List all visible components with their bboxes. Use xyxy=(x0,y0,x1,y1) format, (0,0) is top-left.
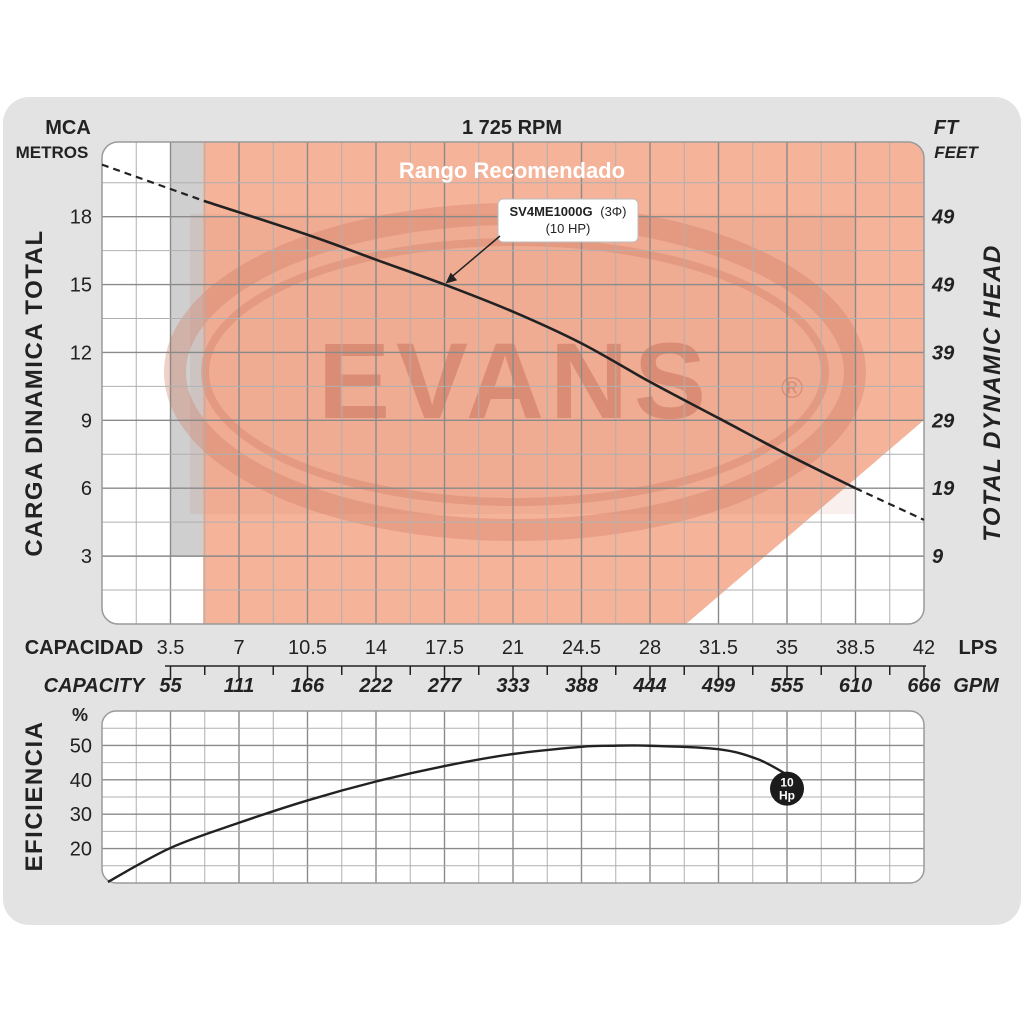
x-tick-label-lps: 31.5 xyxy=(699,637,738,659)
x-unit-bottom: GPM xyxy=(953,675,1000,697)
efficiency-tick-label: 50 xyxy=(70,735,92,757)
end-marker-line1: 10 xyxy=(780,776,794,790)
y-tick-label-left: 15 xyxy=(70,275,92,297)
right-unit: FT xyxy=(934,117,960,139)
x-tick-label-gpm: 222 xyxy=(358,675,392,697)
left-unit-sub: METROS xyxy=(16,143,89,162)
y-tick-label-left: 9 xyxy=(81,410,92,432)
x-unit-top: LPS xyxy=(959,637,998,659)
power-end-marker: 10 Hp xyxy=(770,771,804,806)
y-tick-label-left: 6 xyxy=(81,478,92,500)
x-tick-label-gpm: 277 xyxy=(427,675,462,697)
x-tick-label-lps: 35 xyxy=(776,637,798,659)
chart-title: 1 725 RPM xyxy=(462,117,562,139)
efficiency-curve-layer xyxy=(107,744,788,884)
efficiency-plot-border xyxy=(101,710,925,884)
y-tick-label-right: 49 xyxy=(931,275,955,297)
svg-text:SV4ME1000G (3Φ): SV4ME1000G (3Φ) xyxy=(510,204,627,219)
x-tick-label-gpm: 333 xyxy=(496,675,529,697)
x-axis-label-top: CAPACIDAD xyxy=(25,637,144,659)
y-tick-label-right: 39 xyxy=(932,342,955,364)
right-unit-sub: FEET xyxy=(934,143,979,162)
head-curve-dashed-start xyxy=(101,163,205,202)
x-tick-label-lps: 10.5 xyxy=(288,637,327,659)
x-tick-label-gpm: 55 xyxy=(159,675,182,697)
tick-labels: 3.5 7 10.5 14 17.5 21 24.5 28 31.5 35 38.5 42 55 111 1… xyxy=(70,207,955,861)
end-marker-line2: Hp xyxy=(779,789,795,803)
annotation-arrowhead xyxy=(445,272,458,284)
x-tick-label-gpm: 388 xyxy=(565,675,599,697)
x-tick-label-lps: 24.5 xyxy=(562,637,601,659)
y-axis-label-right: TOTAL DYNAMIC HEAD xyxy=(979,244,1006,542)
x-tick-label-lps: 7 xyxy=(233,637,244,659)
efficiency-curve xyxy=(107,744,788,884)
efficiency-unit: % xyxy=(72,705,88,725)
x-tick-label-gpm: 555 xyxy=(770,675,804,697)
y-tick-label-right: 9 xyxy=(932,546,944,568)
x-tick-label-gpm: 111 xyxy=(224,675,254,697)
watermark-text: EVANS xyxy=(318,320,712,441)
efficiency-tick-label: 40 xyxy=(70,770,92,792)
annotation-power: (10 HP) xyxy=(546,221,591,236)
head-plot-border xyxy=(101,141,925,625)
x-tick-label-gpm: 666 xyxy=(907,675,941,697)
head-grid xyxy=(102,142,924,624)
annotation-arrow xyxy=(448,235,501,281)
efficiency-tick-label: 30 xyxy=(70,804,92,826)
x-tick-label-lps: 38.5 xyxy=(836,637,875,659)
x-tick-label-lps: 28 xyxy=(639,637,661,659)
x-tick-label-gpm: 610 xyxy=(839,675,872,697)
x-tick-label-lps: 14 xyxy=(365,637,387,659)
x-tick-label-lps: 17.5 xyxy=(425,637,464,659)
y-tick-label-left: 3 xyxy=(81,546,92,568)
recommended-range-label: Rango Recomendado xyxy=(399,158,625,183)
grey-low-flow-band xyxy=(170,142,203,556)
y-tick-label-left: 18 xyxy=(70,207,92,229)
annotation-model: SV4ME1000G xyxy=(510,204,593,219)
x-tick-label-gpm: 166 xyxy=(291,675,325,697)
y-tick-label-right: 29 xyxy=(931,410,955,432)
head-curve-dashed-end xyxy=(855,487,925,521)
efficiency-axis-label: EFICIENCIA xyxy=(21,720,48,871)
head-curve-layer xyxy=(101,163,925,521)
x-axis-label-bottom: CAPACITY xyxy=(44,675,146,697)
x-tick-label-lps: 21 xyxy=(502,637,524,659)
model-annotation: SV4ME1000G (3Φ) (10 HP) xyxy=(445,198,639,284)
left-unit: MCA xyxy=(45,117,91,139)
head-curve xyxy=(203,199,857,490)
y-tick-label-left: 12 xyxy=(70,342,92,364)
y-tick-label-right: 49 xyxy=(931,207,955,229)
x-ticks xyxy=(169,666,925,680)
x-tick-label-gpm: 444 xyxy=(632,675,666,697)
y-tick-label-right: 19 xyxy=(932,478,955,500)
y-axis-label-left: CARGA DINAMICA TOTAL xyxy=(21,229,48,556)
efficiency-tick-label: 20 xyxy=(70,839,92,861)
annotation-phase: (3Φ) xyxy=(600,204,626,219)
x-tick-label-gpm: 499 xyxy=(701,675,736,697)
watermark-registered: ® xyxy=(781,372,803,405)
x-tick-label-lps: 3.5 xyxy=(157,637,185,659)
x-tick-label-lps: 42 xyxy=(913,637,935,659)
